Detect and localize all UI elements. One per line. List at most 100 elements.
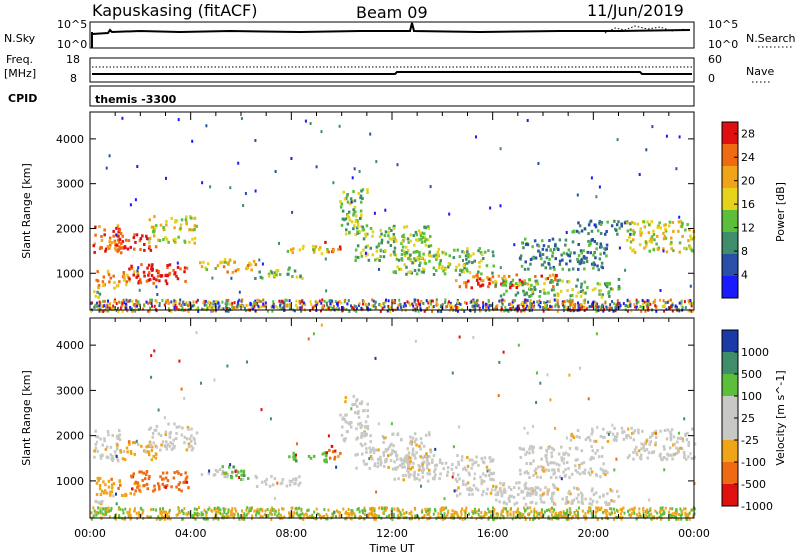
near-range-cell-vel <box>137 511 140 515</box>
near-range-cell-vel <box>692 514 695 518</box>
echo-cell-power <box>207 262 210 266</box>
sparse-cell-vel <box>333 510 335 514</box>
near-range-cell-vel <box>213 506 216 510</box>
echo-cell-vel <box>292 457 296 461</box>
echo-cell-power <box>504 283 508 287</box>
echo-cell-vel <box>97 478 100 482</box>
near-range-cell-vel <box>207 508 210 511</box>
near-range-cell-vel <box>279 517 282 521</box>
echo-cell-power <box>494 285 497 289</box>
echo-cell-vel <box>376 461 380 465</box>
near-range-cell-vel <box>468 512 470 516</box>
echo-cell-vel <box>441 461 444 465</box>
echo-cell-vel <box>166 443 170 447</box>
sparse-cell-power <box>254 189 257 193</box>
echo-cell-power <box>466 269 469 273</box>
echo-cell-vel <box>480 482 483 486</box>
echo-cell-power <box>339 205 343 209</box>
echo-cell-power <box>165 219 168 223</box>
echo-cell-vel <box>145 473 148 477</box>
echo-cell-power <box>347 210 351 214</box>
near-range-cell-vel <box>169 517 172 521</box>
nave-tick-bottom: 0 <box>708 72 715 85</box>
echo-cell-vel <box>247 477 250 481</box>
echo-cell-vel <box>382 440 385 444</box>
near-range-cell-vel <box>533 507 536 511</box>
near-range-cell-vel <box>562 514 565 518</box>
echo-cell-power <box>549 280 552 284</box>
echo-cell-power <box>152 228 156 231</box>
echo-cell-vel <box>557 452 561 456</box>
echo-cell-vel <box>593 439 596 443</box>
echo-cell-vel <box>177 483 180 487</box>
sparse-cell-power <box>191 139 194 143</box>
sparse-cell-power <box>188 301 191 304</box>
echo-cell-vel <box>610 499 613 503</box>
near-range-cell-vel <box>619 512 622 516</box>
near-range-cell-vel <box>391 507 393 511</box>
near-range-cell-vel <box>661 508 664 512</box>
echo-cell-power <box>157 238 160 242</box>
near-range-cell-vel <box>568 512 571 516</box>
echo-cell-power <box>664 227 667 231</box>
echo-cell-power <box>466 247 469 251</box>
echo-cell-power <box>520 280 524 284</box>
echo-cell-vel <box>363 462 367 466</box>
near-range-cell-vel <box>195 507 198 511</box>
near-range-cell-power <box>616 299 619 303</box>
echo-cell-vel <box>133 441 137 445</box>
near-range-cell-power <box>498 299 501 303</box>
echo-cell-vel <box>433 477 436 481</box>
echo-cell-vel <box>597 455 601 459</box>
echo-cell-power <box>195 224 198 228</box>
echo-cell-vel <box>128 442 131 446</box>
echo-cell-power <box>677 220 681 224</box>
near-range-cell-power <box>322 304 325 308</box>
sparse-cell-vel <box>195 331 198 335</box>
echo-cell-vel <box>407 454 410 458</box>
near-range-cell-vel <box>325 517 328 521</box>
echo-cell-power <box>403 236 406 240</box>
echo-cell-power <box>561 258 564 262</box>
near-range-cell-power <box>635 301 638 305</box>
near-range-cell-vel <box>332 514 335 518</box>
near-range-cell-power <box>427 301 430 305</box>
near-range-cell-power <box>573 305 576 309</box>
echo-cell-power <box>172 268 175 272</box>
near-range-cell-vel <box>296 507 299 511</box>
near-range-cell-vel <box>659 509 662 513</box>
near-range-cell-vel <box>654 509 657 513</box>
near-range-cell-power <box>543 301 545 304</box>
echo-cell-vel <box>240 473 243 477</box>
echo-cell-power <box>643 225 647 229</box>
echo-cell-power <box>516 291 520 295</box>
echo-cell-power <box>148 218 151 222</box>
echo-cell-vel <box>525 493 529 497</box>
echo-cell-vel <box>362 409 365 413</box>
echo-cell-power <box>477 249 480 253</box>
echo-cell-power <box>116 224 120 228</box>
near-range-cell-power <box>344 298 347 302</box>
near-range-cell-vel <box>651 515 654 519</box>
near-range-cell-vel <box>162 507 164 511</box>
near-range-cell-power <box>580 307 583 311</box>
echo-cell-power <box>534 256 538 260</box>
echo-cell-power <box>250 268 253 272</box>
echo-cell-vel <box>242 477 245 481</box>
near-range-cell-power <box>522 304 524 308</box>
near-range-cell-power <box>107 299 109 303</box>
echo-cell-power <box>595 242 599 246</box>
near-range-cell-vel <box>558 511 561 515</box>
sparse-cell-power <box>373 211 376 215</box>
echo-cell-power <box>219 260 223 264</box>
echo-cell-power <box>162 238 165 242</box>
sparse-cell-vel <box>486 469 489 473</box>
echo-cell-vel <box>645 447 649 451</box>
near-range-cell-power <box>407 301 410 305</box>
echo-cell-vel <box>368 467 372 470</box>
echo-cell-vel <box>192 436 196 440</box>
colorbar-tick-label: 12 <box>741 222 755 235</box>
echo-cell-power <box>492 254 495 258</box>
near-range-cell-power <box>680 299 683 303</box>
